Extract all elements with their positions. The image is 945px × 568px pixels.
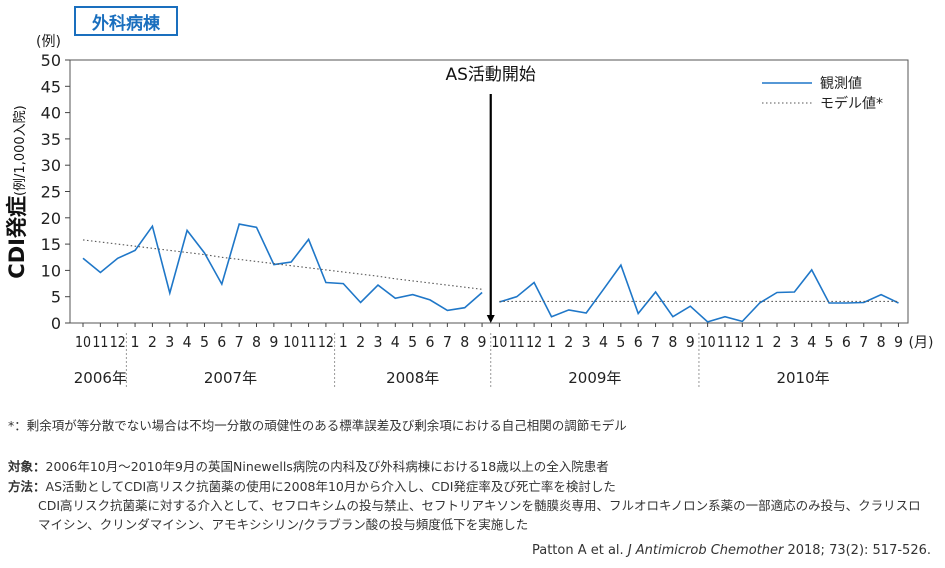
x-month-label: 11 <box>717 333 733 351</box>
y-tick-label: 35 <box>41 130 61 149</box>
x-month-label: 7 <box>443 333 452 351</box>
x-month-label: 4 <box>807 333 816 351</box>
x-month-label: 12 <box>318 333 334 351</box>
year-label: 2006年 <box>74 369 127 387</box>
y-axis-title-main: CDI発症 <box>5 196 29 279</box>
ward-badge: 外科病棟 <box>74 6 178 36</box>
x-month-label: 10 <box>75 333 91 351</box>
x-month-label: 2 <box>564 333 573 351</box>
y-axis-title-unit: (例/1,000入院) <box>13 105 28 196</box>
x-month-label: 4 <box>183 333 192 351</box>
x-month-label: 5 <box>408 333 417 351</box>
x-month-label: 6 <box>634 333 643 351</box>
y-tick-label: 30 <box>41 156 61 175</box>
y-axis-title: CDI発症(例/1,000入院) <box>5 105 29 278</box>
x-month-label: 4 <box>391 333 400 351</box>
x-month-label: 6 <box>426 333 435 351</box>
x-month-label: 2 <box>148 333 157 351</box>
x-month-label: 11 <box>92 333 108 351</box>
method-line-1: AS活動としてCDI高リスク抗菌薬の使用に2008年10月から介入し、CDI発症… <box>45 479 616 494</box>
method-line-3: マイシン、クリンダマイシン、アモキシシリン/クラブラン酸の投与頻度低下を実施した <box>38 517 529 532</box>
x-month-label: 1 <box>131 333 140 351</box>
x-month-label: 10 <box>700 333 716 351</box>
x-month-label: 5 <box>200 333 209 351</box>
model-line <box>82 239 483 290</box>
citation-journal: J Antimicrob Chemother <box>627 543 784 558</box>
x-month-label: 2 <box>356 333 365 351</box>
x-month-label: 12 <box>526 333 542 351</box>
x-month-label: 4 <box>599 333 608 351</box>
x-month-label: 8 <box>252 333 261 351</box>
observed-line <box>82 223 483 312</box>
citation: Patton A et al. J Antimicrob Chemother 2… <box>532 543 931 558</box>
subjects-text: 2006年10月～2010年9月の英国Ninewells病院の内科及び外科病棟に… <box>45 459 609 474</box>
year-label: 2008年 <box>386 369 439 387</box>
x-month-label: 10 <box>283 333 299 351</box>
y-unit-label: (例) <box>36 34 61 50</box>
citation-details: 2018; 73(2): 517-526. <box>783 543 931 558</box>
x-unit-label: (月) <box>909 335 934 351</box>
method-row: 方法：AS活動としてCDI高リスク抗菌薬の使用に2008年10月から介入し、CD… <box>8 476 616 495</box>
x-month-label: 9 <box>894 333 903 351</box>
x-month-label: 3 <box>165 333 174 351</box>
x-month-label: 3 <box>373 333 382 351</box>
intervention-arrowhead <box>486 315 495 323</box>
y-tick-label: 10 <box>41 261 61 280</box>
x-month-label: 11 <box>509 333 525 351</box>
legend-label: 観測値 <box>820 75 862 92</box>
x-month-label: 9 <box>686 333 695 351</box>
y-tick-label: 5 <box>51 288 61 307</box>
x-month-label: 12 <box>734 333 750 351</box>
x-month-label: 12 <box>110 333 126 351</box>
x-month-label: 1 <box>755 333 764 351</box>
plot-frame <box>69 59 909 324</box>
y-tick-label: 25 <box>41 183 61 202</box>
x-month-label: 10 <box>491 333 507 351</box>
cdi-line-chart: 05101520253035404550(例)CDI発症(例/1,000入院)1… <box>5 34 934 387</box>
y-tick-label: 45 <box>41 77 61 96</box>
x-month-label: 7 <box>651 333 660 351</box>
x-month-label: 8 <box>668 333 677 351</box>
x-month-label: 2 <box>773 333 782 351</box>
intervention-label: AS活動開始 <box>446 65 536 85</box>
x-month-label: 9 <box>269 333 278 351</box>
method-line-2: CDI高リスク抗菌薬に対する介入として、セフロキシムの投与禁止、セフトリアキソン… <box>38 498 921 513</box>
x-month-label: 9 <box>478 333 487 351</box>
y-tick-label: 20 <box>41 209 61 228</box>
year-label: 2007年 <box>204 369 257 387</box>
y-tick-label: 0 <box>51 314 61 333</box>
x-month-label: 7 <box>235 333 244 351</box>
y-tick-label: 15 <box>41 235 61 254</box>
subjects-label: 対象： <box>8 459 46 474</box>
x-month-label: 3 <box>582 333 591 351</box>
x-month-label: 7 <box>859 333 868 351</box>
x-month-label: 11 <box>301 333 317 351</box>
method-label: 方法： <box>8 479 46 494</box>
x-month-label: 6 <box>842 333 851 351</box>
x-month-label: 8 <box>460 333 469 351</box>
x-month-label: 1 <box>339 333 348 351</box>
x-month-label: 1 <box>547 333 556 351</box>
year-label: 2009年 <box>568 369 621 387</box>
y-tick-label: 40 <box>41 104 61 123</box>
x-month-label: 5 <box>616 333 625 351</box>
subjects-row: 対象：2006年10月～2010年9月の英国Ninewells病院の内科及び外科… <box>8 456 609 475</box>
x-month-label: 3 <box>790 333 799 351</box>
footnote: *：剰余項が等分散でない場合は不均一分散の頑健性のある標準誤差及び剰余項における… <box>8 418 627 433</box>
citation-authors: Patton A et al. <box>531 543 628 558</box>
x-month-label: 5 <box>825 333 834 351</box>
x-month-label: 6 <box>217 333 226 351</box>
observed-line <box>499 263 899 323</box>
year-label: 2010年 <box>776 369 829 387</box>
y-tick-label: 50 <box>41 51 61 70</box>
legend-label: モデル値* <box>820 95 883 112</box>
x-month-label: 8 <box>877 333 886 351</box>
